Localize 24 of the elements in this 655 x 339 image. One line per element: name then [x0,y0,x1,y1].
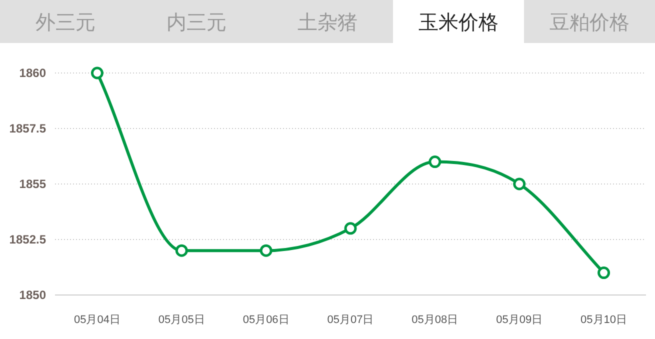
x-tick-label: 05月09日 [496,314,543,326]
y-tick-label: 1857.5 [9,122,46,136]
point [598,266,610,280]
category-label: 玉米价格 [418,12,498,34]
y-tick-label: 1855 [19,177,46,191]
y-tick-label: 1860 [19,66,46,80]
x-tick-label: 05月08日 [412,314,458,326]
x-tick-label: 05月07日 [327,314,374,326]
point [513,178,526,190]
point [428,156,442,168]
point [260,244,272,257]
category-label: 土杂猪 [298,12,358,34]
x-tick-label: 05月06日 [242,314,290,326]
y-tick-label: 1850 [19,288,46,302]
point [175,244,188,257]
x-tick-label: 05月10日 [580,314,628,326]
category-label: 内三元 [166,12,226,34]
x-tick-label: 05月04日 [74,314,120,326]
x-tick-label: 05月05日 [158,314,205,326]
category-label: 豆粕价格 [550,12,630,34]
y-tick-label: 1852.5 [9,232,46,246]
category-label: 外三元 [36,12,96,34]
point [344,222,357,235]
point [90,66,104,80]
